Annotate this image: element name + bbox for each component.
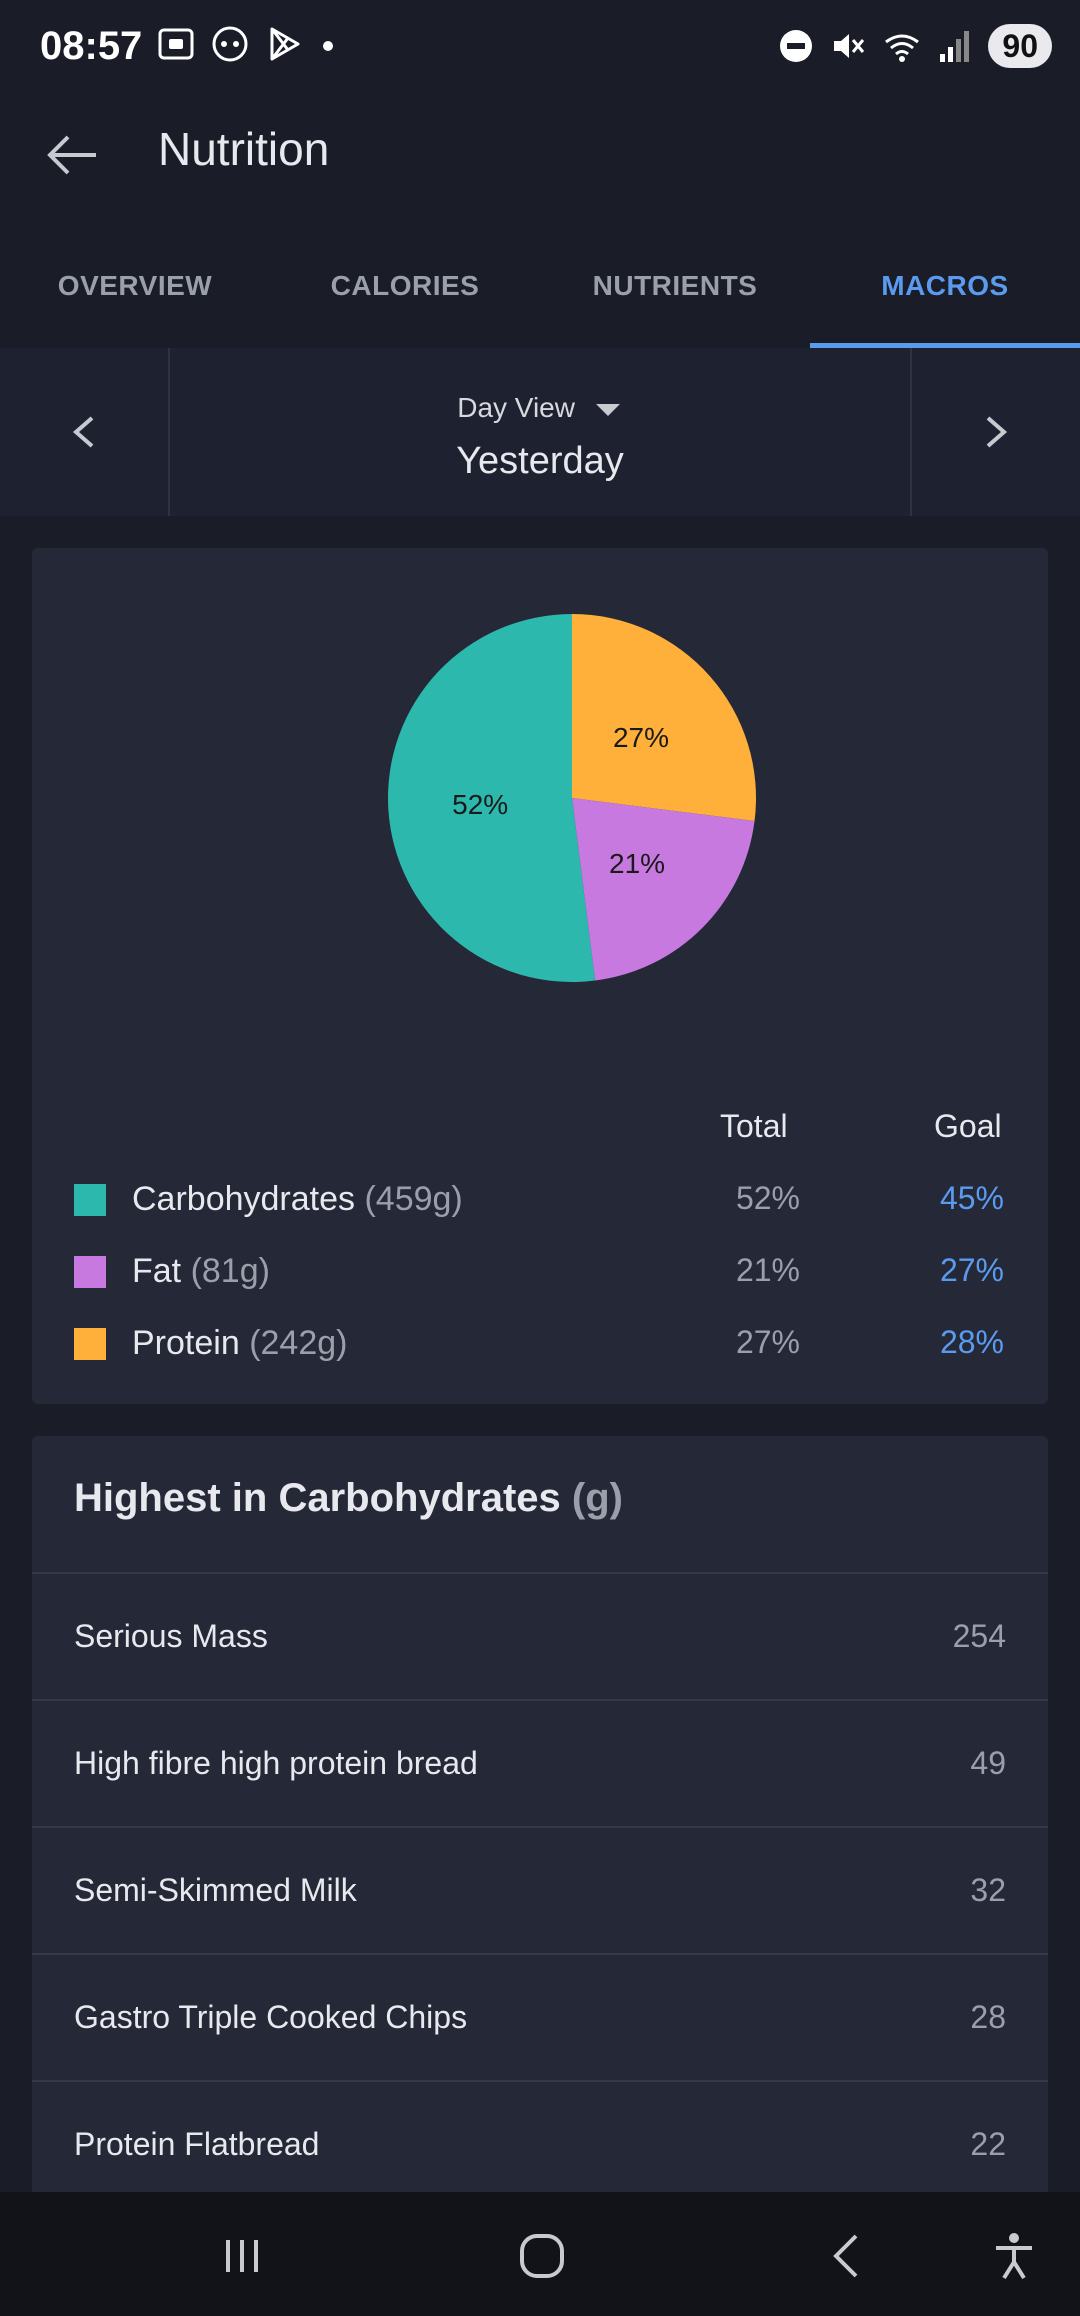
- food-value: 49: [970, 1745, 1006, 1781]
- carbohydrates-swatch: [74, 1184, 106, 1216]
- do-not-disturb-icon: [780, 30, 813, 62]
- play-store-icon: [270, 27, 300, 61]
- legend-goal: 27%: [939, 1252, 1004, 1288]
- accessibility-button[interactable]: [984, 2226, 1044, 2286]
- legend-goal: 45%: [939, 1180, 1004, 1216]
- page-title: Nutrition: [158, 123, 330, 175]
- highest-carbohydrates-card: Highest in Carbohydrates (g) Serious Mas…: [32, 1436, 1048, 2192]
- list-item[interactable]: Protein Flatbread 22: [32, 2080, 1048, 2192]
- food-name: Protein Flatbread: [74, 2126, 320, 2162]
- legend-total: 52%: [735, 1180, 800, 1216]
- legend-row-fat: Fat (81g) 21% 27%: [32, 1242, 1048, 1302]
- total-header: Total: [720, 1108, 788, 1144]
- legend-goal: 28%: [939, 1324, 1004, 1360]
- tab-macros[interactable]: MACROS: [810, 240, 1080, 348]
- status-bar: 08:57 90: [0, 0, 1080, 92]
- pie-label-protein: 27%: [613, 722, 669, 753]
- mute-icon: [834, 34, 865, 58]
- macros-pie-chart: 27% 21% 52%: [388, 614, 756, 982]
- legend-row-protein: Protein (242g) 27% 28%: [32, 1314, 1048, 1374]
- next-day-button[interactable]: [910, 348, 1080, 516]
- screenshot-icon: [158, 28, 194, 60]
- recent-apps-icon: [226, 2240, 258, 2272]
- pie-label-carbohydrates: 52%: [452, 789, 508, 820]
- list-item[interactable]: Semi-Skimmed Milk 32: [32, 1826, 1048, 1954]
- list-item[interactable]: Gastro Triple Cooked Chips 28: [32, 1953, 1048, 2081]
- day-view-dropdown[interactable]: Day View Yesterday: [168, 348, 912, 516]
- back-nav-button[interactable]: [816, 2226, 876, 2286]
- chevron-right-icon: [986, 416, 1008, 448]
- home-icon: [520, 2234, 564, 2278]
- pie-label-fat: 21%: [609, 848, 665, 879]
- dropdown-arrow-icon: [595, 403, 620, 416]
- legend-row-carbohydrates: Carbohydrates (459g) 52% 45%: [32, 1170, 1048, 1230]
- arrow-left-icon: [47, 135, 96, 175]
- food-value: 254: [952, 1618, 1006, 1654]
- macros-card: 27% 21% 52% Total Goal Carbohydrates (459g…: [32, 548, 1048, 1404]
- home-button[interactable]: [512, 2226, 572, 2286]
- day-view-label: Day View: [168, 392, 912, 424]
- food-name: High fibre high protein bread: [74, 1745, 478, 1781]
- food-value: 22: [970, 2126, 1006, 2162]
- recent-apps-button[interactable]: [212, 2226, 272, 2286]
- notification-dot-icon: [323, 41, 333, 51]
- fat-swatch: [74, 1256, 106, 1288]
- day-selector: Day View Yesterday: [0, 348, 1080, 516]
- accessibility-icon: [996, 2233, 1032, 2280]
- previous-day-button[interactable]: [0, 348, 170, 516]
- pie-slice-carbohydrates: [388, 614, 596, 982]
- signal-icon: [940, 31, 970, 62]
- battery-indicator: 90: [988, 24, 1052, 68]
- list-title: Highest in Carbohydrates (g): [74, 1476, 623, 1520]
- tab-bar: OVERVIEW CALORIES NUTRIENTS MACROS: [0, 240, 1080, 348]
- food-name: Gastro Triple Cooked Chips: [74, 1999, 468, 2035]
- goal-header: Goal: [934, 1108, 1002, 1144]
- legend-label: Fat (81g): [132, 1252, 270, 1290]
- status-notification-icons: [156, 24, 338, 64]
- wifi-icon: [885, 34, 920, 62]
- list-item[interactable]: High fibre high protein bread 49: [32, 1699, 1048, 1827]
- food-value: 28: [970, 1999, 1006, 2035]
- selected-day: Yesterday: [456, 440, 624, 482]
- bot-icon: [212, 26, 248, 62]
- app-bar: Nutrition: [0, 92, 1080, 212]
- protein-swatch: [74, 1328, 106, 1360]
- legend-label: Protein (242g): [132, 1324, 348, 1362]
- status-system-icons: 90: [778, 24, 1052, 68]
- system-navigation-bar: [0, 2192, 1080, 2316]
- back-button[interactable]: [40, 120, 110, 190]
- legend-total: 21%: [735, 1252, 800, 1288]
- legend-label: Carbohydrates (459g): [132, 1180, 463, 1218]
- legend-total: 27%: [735, 1324, 800, 1360]
- list-item[interactable]: Serious Mass 254: [32, 1572, 1048, 1700]
- chevron-left-icon: [72, 416, 94, 448]
- tab-calories[interactable]: CALORIES: [330, 270, 480, 301]
- tab-nutrients[interactable]: NUTRIENTS: [592, 270, 758, 301]
- pie-slice-protein: [572, 614, 756, 822]
- food-name: Serious Mass: [74, 1618, 268, 1654]
- chevron-left-icon: [833, 2234, 858, 2278]
- pie-slice-fat: [572, 798, 755, 981]
- food-value: 32: [970, 1872, 1006, 1908]
- food-name: Semi-Skimmed Milk: [74, 1872, 357, 1908]
- tab-overview[interactable]: OVERVIEW: [57, 270, 213, 301]
- status-time: 08:57: [40, 24, 143, 68]
